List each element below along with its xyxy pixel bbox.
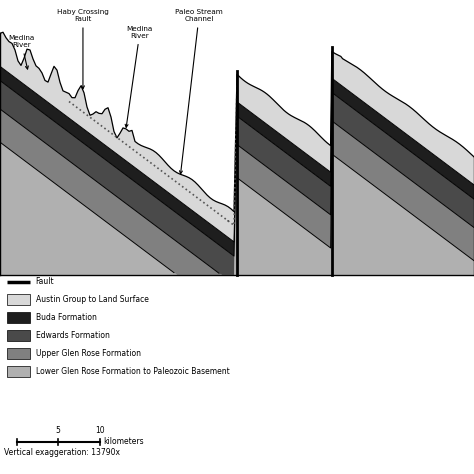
Text: Vertical exaggeration: 13790x: Vertical exaggeration: 13790x (4, 448, 120, 457)
Bar (7, 312, 30, 323)
Bar (7, 348, 30, 359)
Text: Medina
River: Medina River (125, 26, 153, 128)
Text: Medina
River: Medina River (8, 36, 35, 69)
Text: Edwards Formation: Edwards Formation (36, 331, 109, 340)
Bar (7, 366, 30, 377)
Text: Buda Formation: Buda Formation (36, 313, 96, 322)
Text: Fault: Fault (36, 277, 54, 286)
Polygon shape (0, 66, 474, 256)
Polygon shape (0, 32, 474, 242)
Text: 10: 10 (95, 426, 104, 435)
Bar (7, 294, 30, 305)
Text: Paleo Stream
Channel: Paleo Stream Channel (175, 9, 223, 174)
Text: Haby Crossing
Fault: Haby Crossing Fault (57, 9, 109, 89)
Bar (7, 330, 30, 341)
Text: 5: 5 (55, 426, 61, 435)
Polygon shape (0, 81, 474, 275)
Text: Lower Glen Rose Formation to Paleozoic Basement: Lower Glen Rose Formation to Paleozoic B… (36, 367, 229, 376)
Polygon shape (0, 142, 474, 275)
Polygon shape (0, 275, 474, 474)
Text: Austin Group to Land Surface: Austin Group to Land Surface (36, 295, 148, 304)
Text: kilometers: kilometers (103, 438, 144, 446)
Polygon shape (0, 109, 474, 275)
Text: Upper Glen Rose Formation: Upper Glen Rose Formation (36, 349, 141, 358)
